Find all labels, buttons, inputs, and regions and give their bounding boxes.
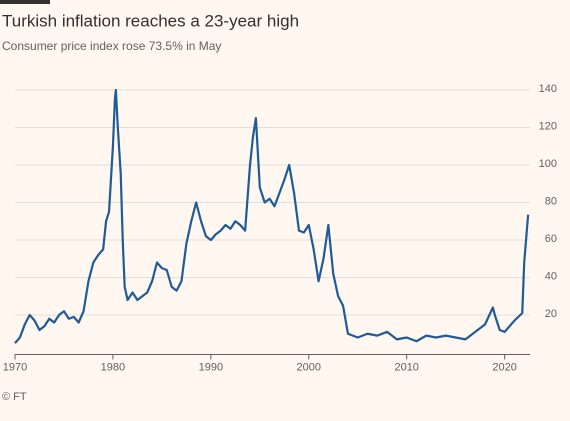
y-tick-label: 80 (545, 195, 557, 207)
x-tick-label: 1990 (199, 361, 223, 373)
x-tick-label: 2020 (492, 361, 516, 373)
y-tick-label: 20 (545, 308, 557, 320)
x-tick-label: 2000 (297, 361, 321, 373)
y-tick-label: 120 (539, 120, 557, 132)
x-tick-label: 1980 (101, 361, 125, 373)
y-tick-label: 60 (545, 233, 557, 245)
x-tick-label: 2010 (394, 361, 418, 373)
chart-title: Turkish inflation reaches a 23-year high (2, 11, 299, 30)
x-tick-label: 1970 (3, 361, 27, 373)
title-bar (0, 0, 50, 4)
y-tick-label: 140 (539, 83, 557, 95)
chart-subtitle: Consumer price index rose 73.5% in May (2, 39, 221, 53)
line (14, 88, 530, 344)
y-tick-label: 100 (539, 158, 557, 170)
y-tick-label: 40 (545, 270, 557, 282)
source: © FT (2, 391, 27, 403)
